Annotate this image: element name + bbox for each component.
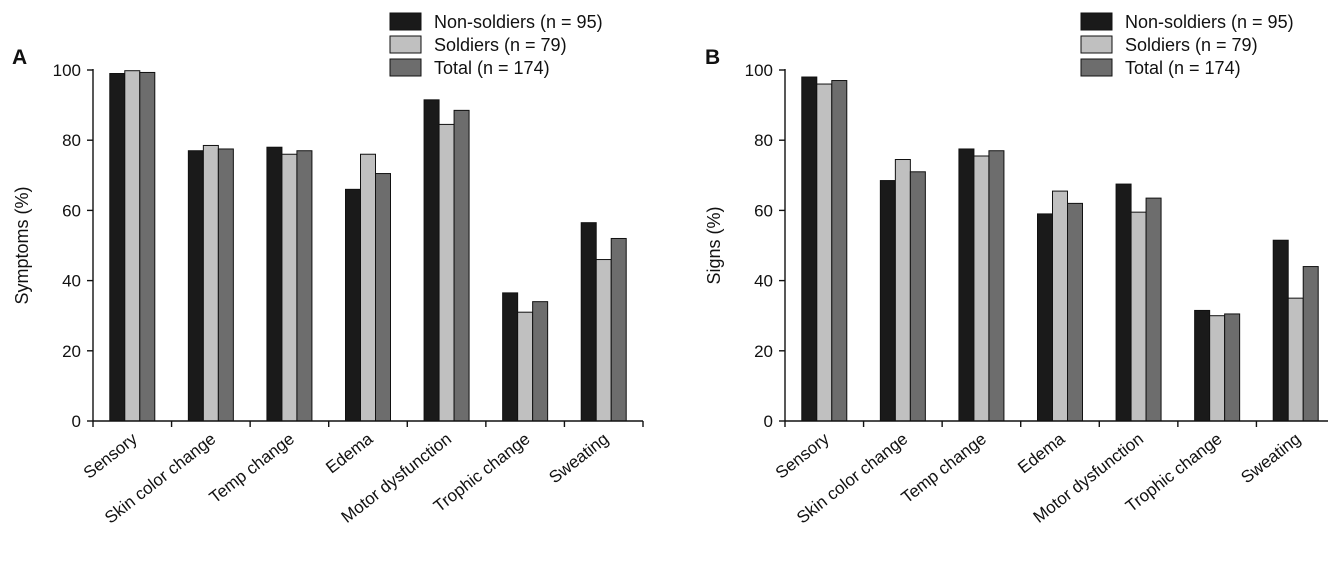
y-tick-label: 100 bbox=[745, 61, 773, 80]
bar-total bbox=[610, 237, 627, 422]
bar-non-soldiers bbox=[1037, 213, 1053, 422]
bar-total bbox=[296, 150, 313, 422]
bar-soldiers bbox=[973, 155, 990, 422]
bar-total bbox=[1067, 202, 1083, 422]
bar-soldiers bbox=[1209, 315, 1226, 422]
y-tick-label: 40 bbox=[754, 272, 773, 291]
bar-total bbox=[1302, 266, 1319, 422]
legend-swatch bbox=[389, 12, 422, 31]
bar-total bbox=[831, 80, 848, 422]
legend-label: Soldiers (n = 79) bbox=[434, 35, 567, 55]
bar-soldiers bbox=[360, 153, 376, 422]
x-tick-label: Sensory bbox=[772, 429, 833, 483]
x-tick-label: Edema bbox=[322, 429, 377, 477]
bar-non-soldiers bbox=[423, 99, 440, 422]
legend-swatch bbox=[389, 35, 422, 54]
bar-soldiers bbox=[124, 70, 141, 422]
y-axis-title: Signs (%) bbox=[704, 206, 724, 284]
y-tick-label: 20 bbox=[62, 342, 81, 361]
y-tick-label: 0 bbox=[764, 412, 773, 431]
legend-swatch bbox=[1080, 58, 1113, 77]
bar-non-soldiers bbox=[1115, 183, 1132, 422]
bar-non-soldiers bbox=[1272, 239, 1289, 422]
bar-non-soldiers bbox=[879, 180, 896, 422]
x-tick-label: Temp change bbox=[898, 429, 990, 507]
x-tick-label: Sweating bbox=[1237, 429, 1304, 487]
y-tick-label: 80 bbox=[62, 131, 81, 150]
bar-total bbox=[217, 148, 234, 422]
bar-total bbox=[139, 71, 156, 422]
y-tick-label: 40 bbox=[62, 272, 81, 291]
legend-label: Non-soldiers (n = 95) bbox=[434, 12, 603, 32]
bar-soldiers bbox=[1130, 211, 1147, 422]
legend-label: Non-soldiers (n = 95) bbox=[1125, 12, 1294, 32]
bar-total bbox=[1145, 197, 1162, 422]
x-tick-label: Temp change bbox=[206, 429, 298, 507]
bar-non-soldiers bbox=[187, 150, 204, 422]
bar-total bbox=[532, 301, 549, 422]
y-tick-label: 0 bbox=[72, 412, 81, 431]
bar-soldiers bbox=[202, 144, 219, 422]
bar-non-soldiers bbox=[345, 188, 361, 422]
legend-swatch bbox=[389, 58, 422, 77]
bar-non-soldiers bbox=[958, 148, 975, 422]
bar-soldiers bbox=[281, 153, 298, 422]
y-axis-title: Symptoms (%) bbox=[12, 186, 32, 304]
bar-soldiers bbox=[438, 123, 455, 422]
y-tick-label: 60 bbox=[62, 201, 81, 220]
legend-label: Total (n = 174) bbox=[1125, 58, 1241, 78]
bar-non-soldiers bbox=[801, 76, 818, 422]
legend-swatch bbox=[1080, 12, 1113, 31]
x-tick-label: Sweating bbox=[545, 429, 612, 487]
bar-soldiers bbox=[1287, 297, 1304, 422]
bar-total bbox=[375, 173, 391, 422]
y-tick-label: 60 bbox=[754, 201, 773, 220]
panel-letter: B bbox=[705, 46, 720, 69]
y-tick-label: 100 bbox=[53, 61, 81, 80]
panel-letter: A bbox=[12, 46, 27, 69]
bar-non-soldiers bbox=[109, 73, 126, 422]
bar-soldiers bbox=[595, 259, 612, 422]
bar-soldiers bbox=[894, 159, 911, 422]
bar-soldiers bbox=[1052, 190, 1068, 422]
y-tick-label: 20 bbox=[754, 342, 773, 361]
bar-non-soldiers bbox=[580, 222, 597, 422]
bar-non-soldiers bbox=[1194, 309, 1211, 422]
bar-soldiers bbox=[816, 83, 833, 422]
bar-total bbox=[453, 109, 470, 422]
y-tick-label: 80 bbox=[754, 131, 773, 150]
legend-swatch bbox=[1080, 35, 1113, 54]
x-tick-label: Sensory bbox=[80, 429, 141, 483]
bar-soldiers bbox=[517, 311, 534, 422]
x-tick-label: Edema bbox=[1014, 429, 1069, 477]
bar-total bbox=[988, 150, 1005, 422]
bar-total bbox=[909, 171, 926, 422]
bar-total bbox=[1224, 313, 1241, 422]
bar-non-soldiers bbox=[266, 146, 283, 422]
legend-label: Soldiers (n = 79) bbox=[1125, 35, 1258, 55]
bar-non-soldiers bbox=[502, 292, 519, 422]
legend-label: Total (n = 174) bbox=[434, 58, 550, 78]
